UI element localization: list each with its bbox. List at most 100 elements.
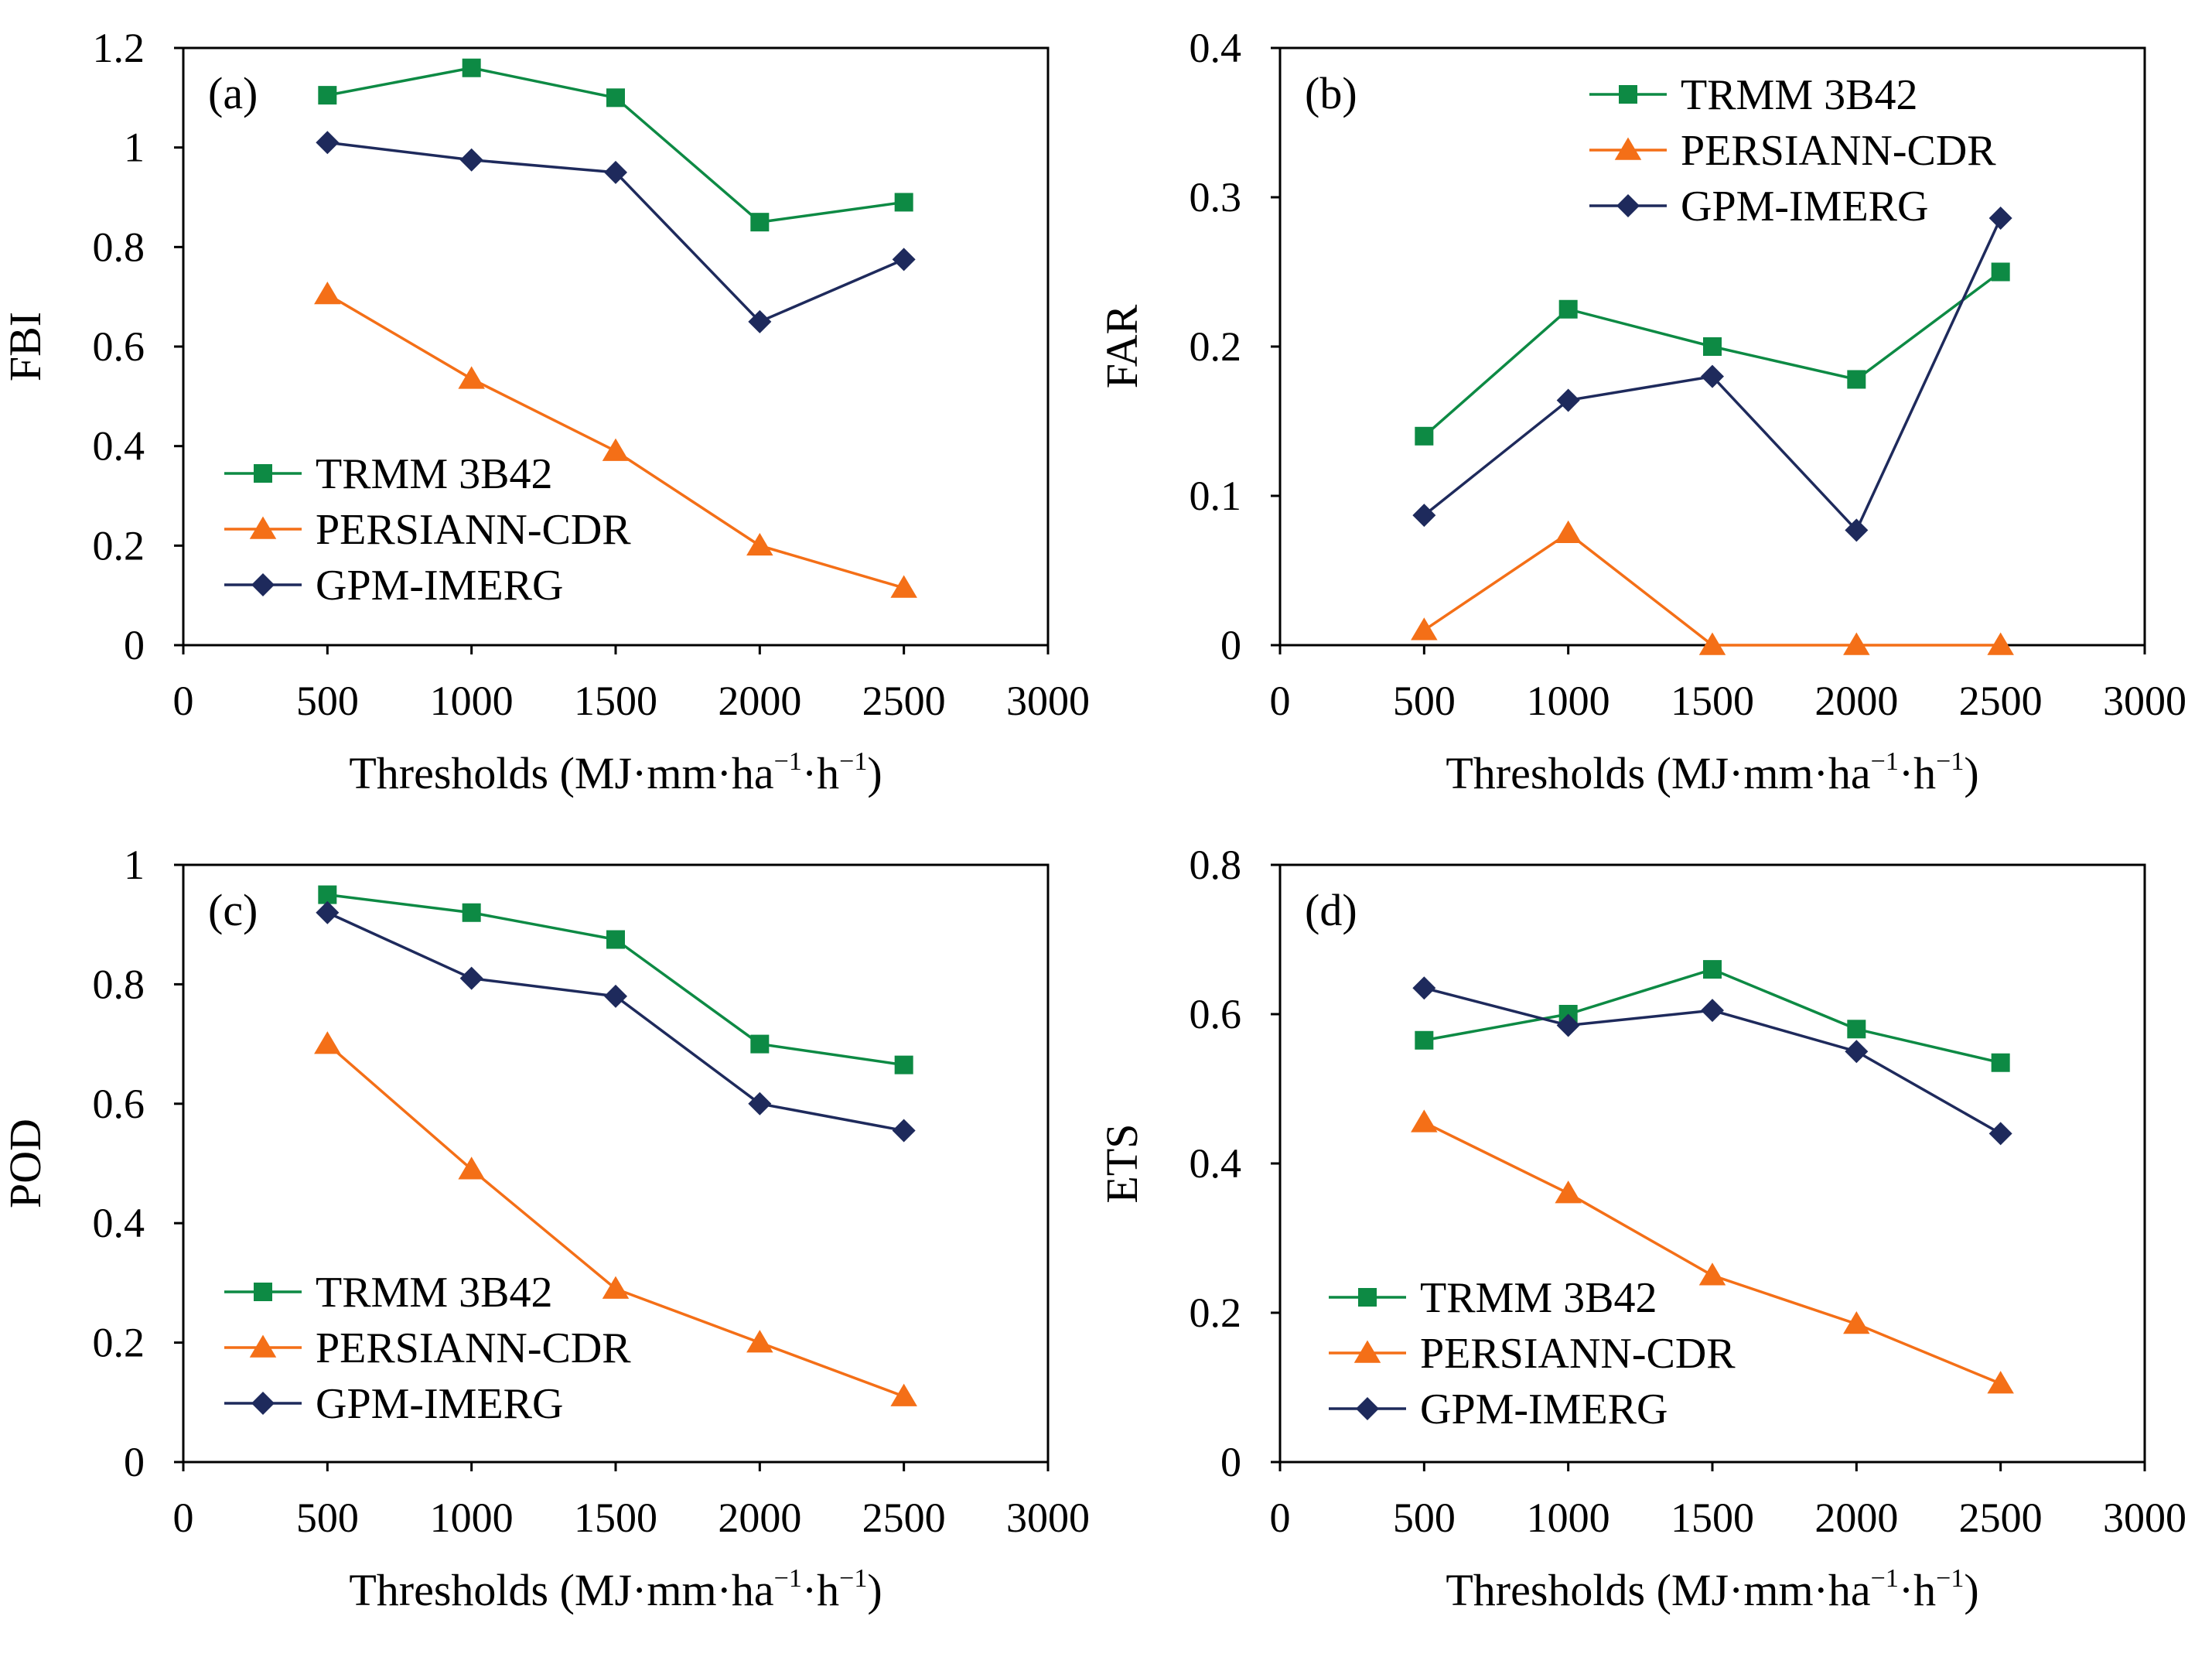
y-tick-label: 0 xyxy=(1220,622,1241,668)
data-point-persiann-cdr xyxy=(458,1156,485,1180)
data-point-trmm-3b42 xyxy=(318,86,337,105)
data-point-gpm-imerg xyxy=(316,900,340,924)
y-tick-label: 0.2 xyxy=(1190,323,1242,370)
x-axis-label: Thresholds (MJ·mm·ha−1·h−1) xyxy=(349,747,882,798)
data-point-persiann-cdr xyxy=(746,1330,773,1353)
data-point-persiann-cdr xyxy=(1411,1109,1438,1133)
panel-c: 0 500 1000 1500 2000 2500 3000 0 0.2 0.4 0.6 0.8 1 PO… xyxy=(0,842,1090,1615)
series-line-trmm-3b42 xyxy=(327,893,904,1067)
data-point-gpm-imerg xyxy=(1412,504,1436,528)
x-tick-label: 0 xyxy=(1270,1495,1291,1541)
data-point-persiann-cdr xyxy=(314,1031,341,1054)
data-point-trmm-3b42 xyxy=(606,930,625,949)
data-point-gpm-imerg xyxy=(604,160,627,184)
legend-marker-trmm-3b42 xyxy=(1619,85,1637,104)
x-tick-label: 2500 xyxy=(862,1495,946,1541)
legend-marker-gpm-imerg xyxy=(251,1392,275,1415)
legend-marker-gpm-imerg xyxy=(1356,1397,1379,1420)
data-point-trmm-3b42 xyxy=(1991,262,2010,282)
x-tick-label: 0 xyxy=(1270,678,1291,724)
x-tick-label: 1500 xyxy=(574,1495,657,1541)
data-point-gpm-imerg xyxy=(1845,518,1869,542)
data-point-persiann-cdr xyxy=(602,438,630,461)
data-point-trmm-3b42 xyxy=(750,1034,770,1054)
x-tick-label: 1000 xyxy=(1527,1495,1610,1541)
y-tick-label: 0.2 xyxy=(1190,1290,1242,1336)
y-tick-label: 0.2 xyxy=(93,1320,145,1366)
y-tick-label: 1 xyxy=(124,842,145,888)
x-axis-label: Thresholds (MJ·mm·ha−1·h−1) xyxy=(1446,747,1978,798)
legend-label-gpm-imerg: GPM-IMERG xyxy=(1681,183,1928,231)
data-point-persiann-cdr xyxy=(1555,520,1582,543)
x-tick-label: 500 xyxy=(296,1495,359,1541)
series-line-persiann-cdr xyxy=(1423,531,2001,647)
data-point-gpm-imerg xyxy=(1988,207,2012,231)
data-point-persiann-cdr xyxy=(746,532,773,556)
data-point-gpm-imerg xyxy=(1701,364,1724,388)
y-tick-label: 0.3 xyxy=(1190,174,1242,220)
y-axis-label: FAR xyxy=(1097,304,1147,388)
data-point-trmm-3b42 xyxy=(1847,370,1866,389)
x-axis-label: Thresholds (MJ·mm·ha−1·h−1) xyxy=(349,1564,882,1615)
data-point-persiann-cdr xyxy=(1843,1310,1870,1334)
y-tick-label: 0.4 xyxy=(93,1200,145,1246)
data-point-gpm-imerg xyxy=(1556,1013,1580,1037)
y-tick-label: 0.4 xyxy=(93,423,145,470)
data-point-trmm-3b42 xyxy=(750,213,770,232)
x-tick-label: 2000 xyxy=(718,1495,801,1541)
x-tick-label: 500 xyxy=(296,678,359,724)
legend-label-gpm-imerg: GPM-IMERG xyxy=(316,1380,563,1428)
x-tick-label: 0 xyxy=(173,1495,194,1541)
data-point-trmm-3b42 xyxy=(1415,426,1434,446)
data-point-gpm-imerg xyxy=(459,966,483,990)
data-point-persiann-cdr xyxy=(890,1383,917,1406)
data-point-trmm-3b42 xyxy=(1415,1030,1434,1050)
legend-marker-persiann-cdr xyxy=(1614,137,1642,160)
legend-label-gpm-imerg: GPM-IMERG xyxy=(1420,1385,1668,1433)
data-point-gpm-imerg xyxy=(604,984,627,1008)
data-point-trmm-3b42 xyxy=(1703,337,1722,356)
panel-label: (c) xyxy=(208,885,258,935)
x-tick-label: 3000 xyxy=(1006,1495,1090,1541)
x-tick-label: 2500 xyxy=(1959,678,2043,724)
data-point-trmm-3b42 xyxy=(606,88,625,108)
legend-marker-trmm-3b42 xyxy=(254,1283,272,1301)
legend-marker-gpm-imerg xyxy=(251,573,275,596)
x-tick-label: 1500 xyxy=(1671,678,1754,724)
x-tick-label: 2000 xyxy=(1814,678,1898,724)
plot-frame xyxy=(182,46,1050,647)
plot-frame xyxy=(182,863,1050,1464)
y-tick-label: 0.4 xyxy=(1190,25,1242,71)
x-tick-label: 1000 xyxy=(430,1495,514,1541)
y-axis-label: FBI xyxy=(0,312,50,381)
data-point-gpm-imerg xyxy=(316,131,340,155)
x-tick-label: 500 xyxy=(1393,1495,1456,1541)
data-point-trmm-3b42 xyxy=(1991,1053,2010,1072)
x-axis-label: Thresholds (MJ·mm·ha−1·h−1) xyxy=(1446,1564,1978,1615)
x-tick-label: 500 xyxy=(1393,678,1456,724)
x-tick-label: 2500 xyxy=(1959,1495,2043,1541)
legend-marker-trmm-3b42 xyxy=(1358,1288,1377,1307)
legend-label-trmm-3b42: TRMM 3B42 xyxy=(1420,1274,1657,1322)
data-point-trmm-3b42 xyxy=(894,193,913,212)
data-point-trmm-3b42 xyxy=(462,903,481,922)
data-point-persiann-cdr xyxy=(1843,632,1870,655)
x-tick-label: 1500 xyxy=(1671,1495,1754,1541)
legend-marker-persiann-cdr xyxy=(1353,1340,1381,1363)
x-tick-label: 1000 xyxy=(1527,678,1610,724)
y-tick-label: 0 xyxy=(124,622,145,668)
data-point-persiann-cdr xyxy=(890,575,917,598)
y-tick-label: 1.2 xyxy=(93,25,145,71)
legend-label-trmm-3b42: TRMM 3B42 xyxy=(316,1269,553,1317)
legend: TRMM 3B42 PERSIANN-CDR GPM-IMERG xyxy=(224,450,631,610)
data-point-persiann-cdr xyxy=(1411,617,1438,641)
legend-label-gpm-imerg: GPM-IMERG xyxy=(316,562,563,610)
y-tick-label: 0.8 xyxy=(93,224,145,270)
legend-label-persiann-cdr: PERSIANN-CDR xyxy=(316,506,631,554)
panel-a: 0 500 1000 1500 2000 2500 3000 0 0.2 0.4 0.6 0.8 1 1.… xyxy=(0,25,1090,798)
legend-label-trmm-3b42: TRMM 3B42 xyxy=(1681,71,1918,119)
y-tick-label: 0.6 xyxy=(93,1081,145,1127)
x-tick-label: 2000 xyxy=(718,678,801,724)
data-point-persiann-cdr xyxy=(314,281,341,305)
